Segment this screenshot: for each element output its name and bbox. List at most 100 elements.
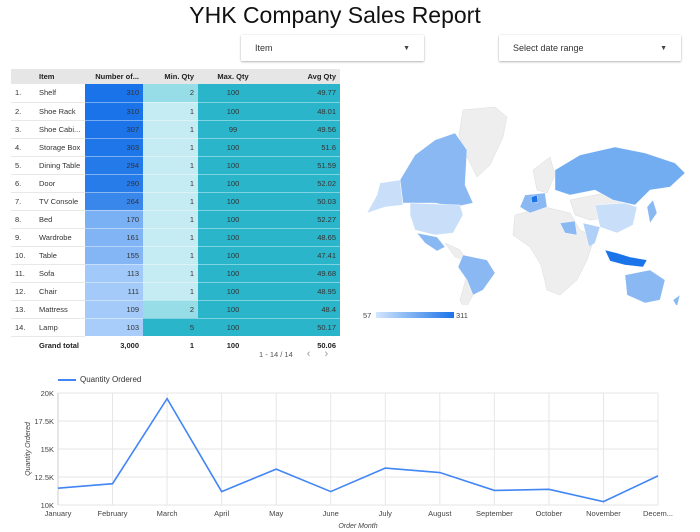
map-china[interactable] xyxy=(594,202,638,234)
x-tick-label: November xyxy=(586,509,621,518)
map-western-europe[interactable] xyxy=(519,192,548,214)
row-max-qty: 100 xyxy=(198,210,268,229)
x-tick-label: September xyxy=(476,509,513,518)
row-item: Table xyxy=(35,246,85,265)
col-header-index xyxy=(11,69,35,84)
row-index: 12. xyxy=(11,282,35,301)
row-avg-qty: 50.17 xyxy=(268,318,340,337)
map-india[interactable] xyxy=(582,222,601,248)
row-avg-qty: 50.03 xyxy=(268,192,340,211)
row-item: Mattress xyxy=(35,300,85,319)
item-filter-label: Item xyxy=(255,43,273,53)
row-index: 4. xyxy=(11,138,35,157)
grand-total-row: Grand total 3,000 1 100 50.06 xyxy=(11,336,340,354)
table-row[interactable]: 14. Lamp 103 5 100 50.17 xyxy=(11,318,340,337)
row-avg-qty: 49.68 xyxy=(268,264,340,283)
row-index: 1. xyxy=(11,84,35,103)
table-row[interactable]: 12. Chair 111 1 100 48.95 xyxy=(11,282,340,301)
row-min-qty: 1 xyxy=(143,246,198,265)
row-item: Sofa xyxy=(35,264,85,283)
y-tick-label: 20K xyxy=(41,389,54,398)
row-number-of: 307 xyxy=(85,120,143,139)
map-legend-gradient xyxy=(376,312,454,318)
table-row[interactable]: 5. Dining Table 294 1 100 51.59 xyxy=(11,156,340,175)
map-africa[interactable] xyxy=(512,206,596,296)
row-min-qty: 1 xyxy=(143,102,198,121)
row-max-qty: 99 xyxy=(198,120,268,139)
row-number-of: 303 xyxy=(85,138,143,157)
row-max-qty: 100 xyxy=(198,300,268,319)
row-item: Chair xyxy=(35,282,85,301)
col-header-item[interactable]: Item xyxy=(35,69,85,84)
caret-down-icon: ▼ xyxy=(660,44,667,52)
table-row[interactable]: 8. Bed 170 1 100 52.27 xyxy=(11,210,340,229)
row-avg-qty: 49.56 xyxy=(268,120,340,139)
row-index: 8. xyxy=(11,210,35,229)
col-header-max-qty[interactable]: Max. Qty xyxy=(198,69,268,84)
map-netherlands[interactable] xyxy=(530,194,539,204)
map-saudi-arabia[interactable] xyxy=(559,220,578,236)
table-row[interactable]: 7. TV Console 264 1 100 50.03 xyxy=(11,192,340,211)
map-new-zealand[interactable] xyxy=(672,294,681,305)
row-item: Storage Box xyxy=(35,138,85,157)
chevron-left-icon[interactable]: ‹ xyxy=(306,348,311,360)
quantity-line-chart[interactable]: 10K 12.5K 15K 17.5K 20K January February March A… xyxy=(0,370,700,532)
pagination-range: 1 - 14 / 14 xyxy=(259,349,293,359)
map-brazil[interactable] xyxy=(457,254,496,296)
row-min-qty: 1 xyxy=(143,210,198,229)
map-indonesia[interactable] xyxy=(604,249,648,268)
table-row[interactable]: 2. Shoe Rack 310 1 100 48.01 xyxy=(11,102,340,121)
row-item: Door xyxy=(35,174,85,193)
date-range-dropdown[interactable]: Select date range ▼ xyxy=(499,35,681,61)
x-tick-label: April xyxy=(214,509,229,518)
total-min-qty: 1 xyxy=(143,336,198,354)
row-avg-qty: 52.02 xyxy=(268,174,340,193)
row-max-qty: 100 xyxy=(198,246,268,265)
table-row[interactable]: 9. Wardrobe 161 1 100 48.65 xyxy=(11,228,340,247)
page-title: YHK Company Sales Report xyxy=(189,2,481,28)
row-index: 2. xyxy=(11,102,35,121)
world-map[interactable] xyxy=(355,95,690,305)
table-row[interactable]: 4. Storage Box 303 1 100 51.6 xyxy=(11,138,340,157)
map-russia[interactable] xyxy=(554,146,686,206)
row-max-qty: 100 xyxy=(198,84,268,103)
col-header-avg-qty[interactable]: Avg Qty xyxy=(268,69,340,84)
map-canada[interactable] xyxy=(399,132,474,208)
map-alaska[interactable] xyxy=(366,179,404,214)
row-min-qty: 1 xyxy=(143,228,198,247)
x-tick-label: June xyxy=(323,509,339,518)
row-number-of: 294 xyxy=(85,156,143,175)
table-row[interactable]: 13. Mattress 109 2 100 48.4 xyxy=(11,300,340,319)
col-header-min-qty[interactable]: Min. Qty xyxy=(143,69,198,84)
y-tick-label: 15K xyxy=(41,445,54,454)
table-row[interactable]: 3. Shoe Cabi... 307 1 99 49.56 xyxy=(11,120,340,139)
col-header-number[interactable]: Number of... xyxy=(85,69,143,84)
x-tick-label: October xyxy=(536,509,563,518)
row-min-qty: 1 xyxy=(143,138,198,157)
chevron-right-icon[interactable]: › xyxy=(324,348,329,360)
row-index: 9. xyxy=(11,228,35,247)
row-number-of: 170 xyxy=(85,210,143,229)
map-mexico[interactable] xyxy=(416,232,446,252)
table-row[interactable]: 10. Table 155 1 100 47.41 xyxy=(11,246,340,265)
table-row[interactable]: 11. Sofa 113 1 100 49.68 xyxy=(11,264,340,283)
total-number-of: 3,000 xyxy=(85,336,143,354)
y-axis-title: Quantity Ordered xyxy=(25,421,32,476)
y-tick-label: 12.5K xyxy=(34,473,54,482)
map-japan[interactable] xyxy=(646,199,658,224)
legend-line-swatch xyxy=(58,378,76,381)
item-filter-dropdown[interactable]: Item ▼ xyxy=(241,35,424,61)
row-max-qty: 100 xyxy=(198,138,268,157)
row-number-of: 109 xyxy=(85,300,143,319)
map-australia[interactable] xyxy=(624,269,666,304)
map-scandinavia[interactable] xyxy=(532,156,556,194)
quantity-ordered-line[interactable] xyxy=(57,397,659,503)
x-axis-title: Order Month xyxy=(338,523,377,530)
row-item: Bed xyxy=(35,210,85,229)
chart-legend[interactable]: Quantity Ordered xyxy=(58,375,141,384)
table-row[interactable]: 6. Door 290 1 100 52.02 xyxy=(11,174,340,193)
table-row[interactable]: 1. Shelf 310 2 100 49.77 xyxy=(11,84,340,103)
row-avg-qty: 48.4 xyxy=(268,300,340,319)
row-number-of: 310 xyxy=(85,102,143,121)
map-usa[interactable] xyxy=(409,202,464,236)
